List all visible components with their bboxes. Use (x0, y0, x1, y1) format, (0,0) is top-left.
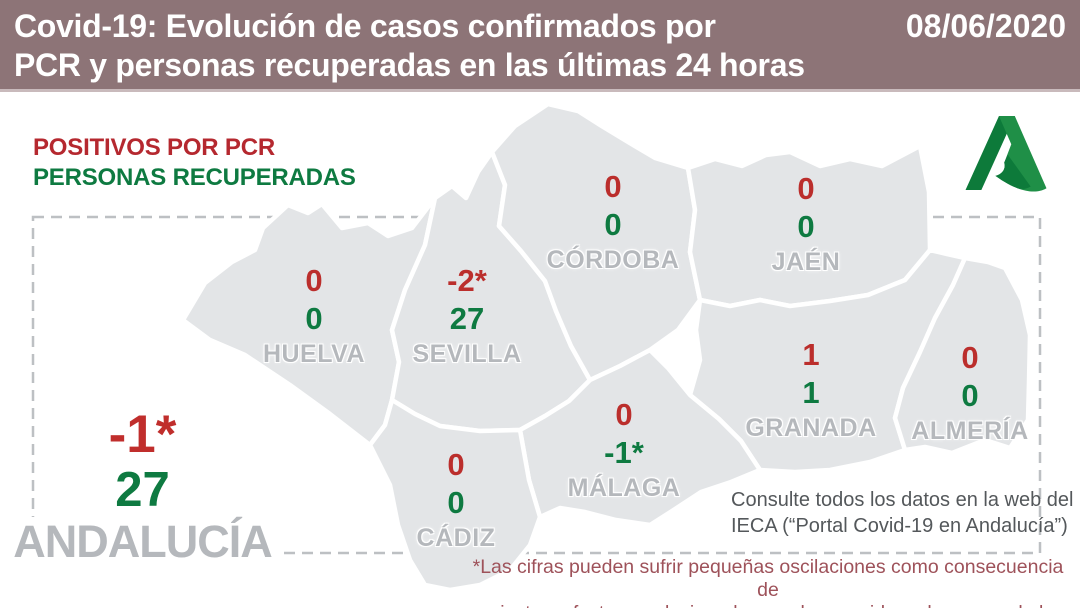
province-huelva: 0 0 HUELVA (204, 262, 424, 371)
sevilla-label: SEVILLA (412, 340, 522, 368)
almeria-positives: 0 (961, 340, 979, 375)
footnote-line1: *Las cifras pueden sufrir pequeñas oscil… (472, 556, 1064, 601)
map-region-cordoba (489, 101, 703, 383)
cadiz-label: CÁDIZ (416, 524, 496, 552)
jaen-recovered: 0 (797, 209, 815, 244)
dashed-frame (31, 215, 1042, 555)
total-recovered: 27 (115, 463, 170, 517)
huelva-positives: 0 (305, 263, 323, 298)
province-sevilla: -2* 27 SEVILLA (357, 262, 577, 371)
cadiz-positives: 0 (447, 447, 465, 482)
page-title: Covid-19: Evolución de casos confirmados… (14, 7, 805, 85)
legend-recovered-label: PERSONAS RECUPERADAS (33, 164, 356, 191)
granada-positives: 1 (802, 337, 820, 372)
cordoba-label: CÓRDOBA (546, 246, 680, 274)
huelva-recovered: 0 (305, 301, 323, 336)
malaga-recovered: -1* (604, 435, 644, 470)
province-jaen: 0 0 JAÉN (696, 170, 916, 279)
cadiz-recovered: 0 (447, 485, 465, 520)
footnote-line2: reajustes o factores relacionados con la… (462, 602, 1074, 608)
jaen-positives: 0 (797, 171, 815, 206)
jaen-label: JAÉN (771, 248, 841, 276)
granada-recovered: 1 (802, 375, 820, 410)
consult-note-line2: IECA (“Portal Covid-19 en Andalucía”) (731, 515, 1068, 537)
junta-de-andalucia-logo-icon (965, 116, 1047, 192)
huelva-label: HUELVA (262, 340, 366, 368)
almeria-recovered: 0 (961, 378, 979, 413)
map-region-almeria (892, 255, 1033, 456)
province-cadiz: 0 0 CÁDIZ (346, 446, 566, 555)
footnote: *Las cifras pueden sufrir pequeñas oscil… (462, 556, 1074, 608)
header-bar: Covid-19: Evolución de casos confirmados… (0, 0, 1080, 92)
almeria-label: ALMERÍA (911, 417, 1029, 445)
malaga-label: MÁLAGA (567, 474, 681, 502)
province-almeria: 0 0 ALMERÍA (860, 339, 1080, 448)
consult-note: Consulte todos los datos en la web del I… (731, 487, 1073, 539)
consult-note-line1: Consulte todos los datos en la web del (731, 489, 1074, 511)
report-date: 08/06/2020 (905, 8, 1066, 44)
granada-label: GRANADA (745, 414, 877, 442)
cordoba-recovered: 0 (604, 207, 622, 242)
total-positives: -1* (108, 405, 177, 464)
cordoba-positives: 0 (604, 169, 622, 204)
province-granada: 1 1 GRANADA (701, 336, 921, 445)
legend-positives-label: POSITIVOS POR PCR (33, 134, 275, 161)
page-title-line1: Covid-19: Evolución de casos confirmados… (14, 8, 716, 44)
page-title-line2: PCR y personas recuperadas en las última… (14, 47, 805, 83)
malaga-positives: 0 (615, 397, 633, 432)
andalucia-total: -1* 27 ANDALUCÍA (0, 406, 285, 567)
legend: POSITIVOS POR PCR PERSONAS RECUPERADAS (33, 133, 356, 193)
province-cordoba: 0 0 CÓRDOBA (503, 168, 723, 277)
map-region-cadiz (367, 397, 543, 593)
sevilla-recovered: 27 (449, 301, 485, 336)
sevilla-positives: -2* (447, 263, 487, 298)
province-malaga: 0 -1* MÁLAGA (514, 396, 734, 505)
total-label: ANDALUCÍA (7, 517, 278, 567)
